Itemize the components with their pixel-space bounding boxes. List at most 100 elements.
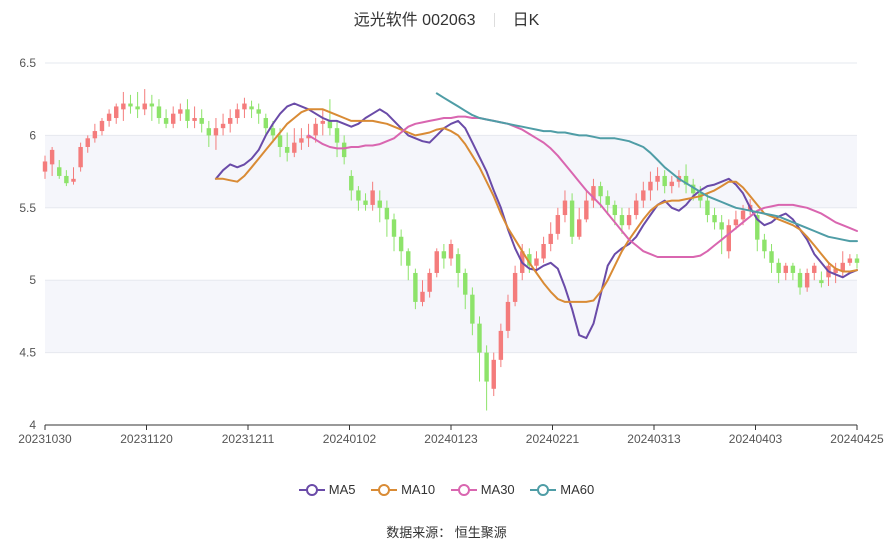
candle-body bbox=[612, 204, 618, 216]
candle-body bbox=[498, 330, 504, 360]
candle-body bbox=[292, 142, 297, 153]
candle-body bbox=[99, 120, 105, 132]
candle-body bbox=[755, 215, 760, 240]
candle-body bbox=[71, 178, 76, 182]
candle-body bbox=[505, 301, 511, 331]
candle-body bbox=[199, 118, 204, 124]
candle-body bbox=[854, 258, 860, 263]
ma-line-ma30 bbox=[307, 115, 858, 258]
candle-body bbox=[584, 200, 589, 220]
candle-body bbox=[641, 190, 646, 201]
y-tick-label: 5.5 bbox=[19, 201, 36, 215]
grid-band bbox=[45, 280, 857, 353]
candle-body bbox=[577, 219, 582, 237]
candle-body bbox=[626, 215, 632, 226]
legend-marker-ma10 bbox=[371, 483, 398, 496]
candle-body bbox=[349, 175, 354, 191]
x-tick-label: 20240403 bbox=[729, 432, 783, 446]
candle-body bbox=[135, 106, 140, 110]
candle-body bbox=[384, 207, 390, 220]
candle-body bbox=[106, 113, 112, 121]
chart-title: 远光软件 002063 日K bbox=[0, 6, 893, 30]
candle-body bbox=[128, 103, 133, 107]
candle-body bbox=[512, 272, 518, 302]
candle-body bbox=[227, 118, 233, 124]
candle-body bbox=[655, 175, 660, 182]
candle-body bbox=[648, 181, 653, 191]
candle-body bbox=[313, 123, 318, 136]
legend-item-ma60[interactable]: MA60 bbox=[530, 482, 594, 497]
candle-body bbox=[370, 190, 375, 205]
candle-body bbox=[391, 219, 397, 237]
candle-body bbox=[555, 215, 561, 234]
candle-body bbox=[569, 200, 575, 237]
candle-body bbox=[341, 142, 347, 158]
candle-body bbox=[819, 280, 824, 284]
candle-body bbox=[797, 272, 803, 288]
candle-body bbox=[527, 254, 532, 266]
x-tick-label: 20240102 bbox=[323, 432, 377, 446]
candle-body bbox=[114, 106, 119, 119]
legend-item-ma10[interactable]: MA10 bbox=[371, 482, 435, 497]
candle-body bbox=[534, 258, 539, 266]
candle-body bbox=[719, 222, 724, 230]
candle-body bbox=[263, 118, 269, 129]
ma-line-ma60 bbox=[435, 92, 858, 243]
candle-body bbox=[356, 190, 361, 201]
candle-body bbox=[669, 181, 675, 187]
candle-body bbox=[762, 239, 767, 252]
legend-label-ma10: MA10 bbox=[401, 482, 436, 497]
candle-body bbox=[548, 233, 553, 244]
candle-body bbox=[562, 200, 568, 216]
legend-item-ma5[interactable]: MA5 bbox=[298, 482, 356, 497]
candle-body bbox=[448, 244, 454, 259]
candle-body bbox=[441, 251, 447, 259]
data-source: 数据来源： 恒生聚源 bbox=[386, 525, 507, 540]
candle-body bbox=[847, 258, 853, 263]
y-tick-label: 4 bbox=[29, 418, 36, 432]
candle-body bbox=[299, 138, 304, 143]
candle-body bbox=[142, 103, 147, 110]
candle-body bbox=[327, 120, 333, 129]
candle-body bbox=[270, 128, 276, 136]
x-tick-label: 20240221 bbox=[526, 432, 580, 446]
candle-body bbox=[690, 184, 696, 194]
legend-label-ma30: MA30 bbox=[480, 482, 515, 497]
candle-body bbox=[477, 323, 482, 353]
x-tick-label: 20240123 bbox=[424, 432, 478, 446]
candle-body bbox=[178, 109, 183, 114]
legend-item-ma30[interactable]: MA30 bbox=[450, 482, 515, 497]
candle-body bbox=[206, 128, 212, 136]
chart-title-stock: 远光软件 002063 bbox=[353, 12, 476, 29]
candle-body bbox=[598, 186, 603, 197]
candle-body bbox=[619, 215, 625, 226]
legend-label-ma5: MA5 bbox=[328, 482, 356, 497]
candle-body bbox=[57, 167, 62, 176]
candle-body bbox=[783, 265, 788, 273]
candle-body bbox=[840, 262, 845, 272]
candle-body bbox=[733, 219, 739, 226]
candle-body bbox=[156, 106, 162, 119]
candle-body bbox=[92, 131, 98, 139]
y-tick-label: 5 bbox=[29, 273, 36, 287]
legend: MA5 MA10 MA30 MA60 bbox=[0, 482, 893, 499]
candle-body bbox=[633, 200, 639, 216]
x-tick-label: 20231030 bbox=[18, 432, 72, 446]
candle-body bbox=[712, 215, 717, 223]
candle-body bbox=[213, 128, 219, 136]
candle-body bbox=[833, 268, 838, 273]
candle-body bbox=[334, 128, 340, 143]
candle-body bbox=[769, 251, 774, 263]
candle-body bbox=[363, 200, 368, 205]
candle-body bbox=[455, 254, 461, 273]
candle-body bbox=[484, 352, 489, 382]
x-tick-label: 20240313 bbox=[627, 432, 681, 446]
candle-body bbox=[149, 103, 155, 107]
candle-body bbox=[470, 294, 475, 324]
candle-body bbox=[541, 244, 546, 259]
candle-body bbox=[49, 149, 55, 165]
candle-body bbox=[306, 135, 311, 139]
y-tick-label: 6 bbox=[29, 128, 36, 142]
